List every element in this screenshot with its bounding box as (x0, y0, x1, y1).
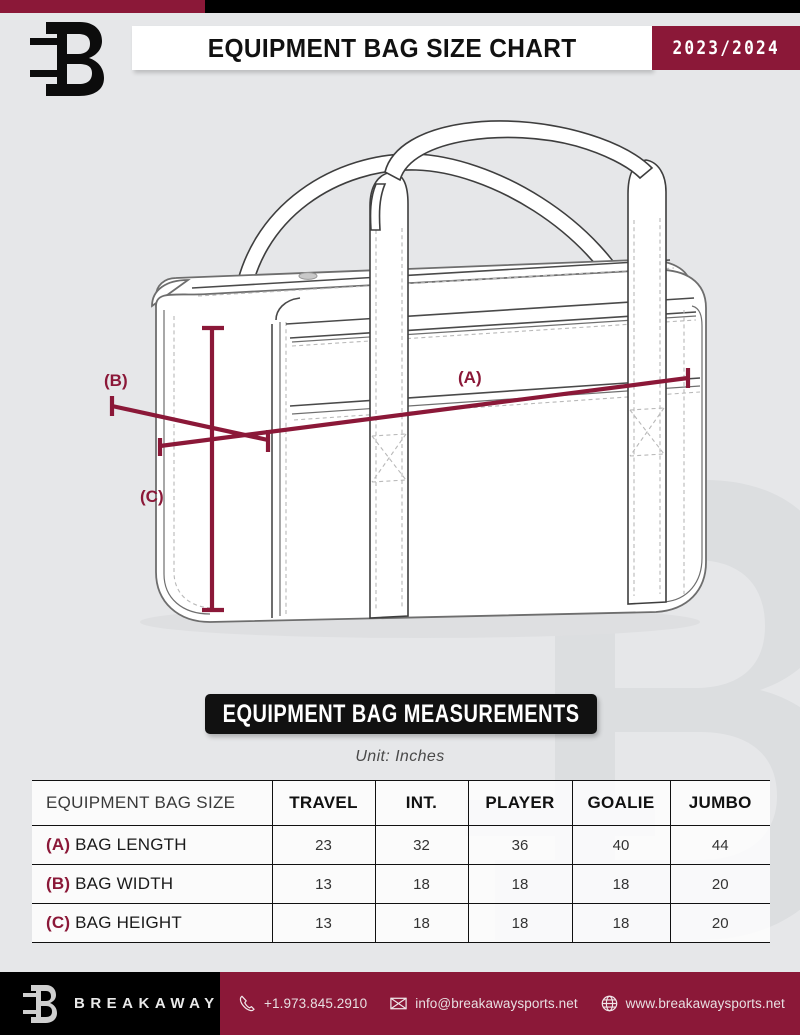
phone-icon (238, 994, 257, 1013)
row-text-c: BAG HEIGHT (75, 913, 182, 932)
unit-note: Unit: Inches (355, 748, 445, 765)
page-header: EQUIPMENT BAG SIZE CHART 2023/2024 (0, 13, 800, 75)
page-title: EQUIPMENT BAG SIZE CHART (207, 32, 577, 63)
row-key-b: (B) (46, 874, 71, 893)
table-header-row: EQUIPMENT BAG SIZE TRAVEL INT. PLAYER GO… (32, 780, 770, 826)
top-bar-crimson (0, 0, 205, 13)
cell-a-int: 32 (374, 825, 469, 865)
season-year-plate: 2023/2024 (652, 26, 800, 70)
dim-label-c: (C) (140, 487, 164, 506)
equipment-bag-illustration: .ln { fill:none; stroke:#4a4a4a; stroke-… (40, 110, 760, 670)
cell-a-player: 36 (467, 825, 573, 865)
footer-website-text: www.breakawaysports.net (625, 996, 785, 1011)
row-label-bag-length: (A) BAG LENGTH (32, 825, 273, 865)
row-label-bag-height: (C) BAG HEIGHT (32, 903, 273, 943)
footer-contact-email[interactable]: info@breakawaysports.net (389, 994, 578, 1013)
cell-c-player: 18 (467, 903, 573, 943)
season-year: 2023/2024 (672, 37, 780, 59)
table-row: (B) BAG WIDTH 13 18 18 18 20 (32, 864, 770, 904)
page-title-plate: EQUIPMENT BAG SIZE CHART (132, 26, 652, 70)
footer-contact-bar: +1.973.845.2910 info@breakawaysports.net (220, 972, 800, 1035)
table-row: (A) BAG LENGTH 23 32 36 40 44 (32, 825, 770, 865)
col-header-jumbo: JUMBO (669, 780, 770, 826)
cell-c-jumbo: 20 (669, 903, 770, 943)
cell-c-travel: 13 (271, 903, 376, 943)
footer-contact-phone[interactable]: +1.973.845.2910 (238, 994, 367, 1013)
cell-c-int: 18 (374, 903, 469, 943)
footer-phone-text: +1.973.845.2910 (264, 996, 368, 1011)
cell-b-travel: 13 (271, 864, 376, 904)
footer-contact-website[interactable]: www.breakawaysports.net (600, 994, 785, 1013)
footer-email-text: info@breakawaysports.net (415, 996, 578, 1011)
envelope-icon (389, 994, 408, 1013)
cell-b-player: 18 (467, 864, 573, 904)
top-accent-bar (0, 0, 800, 13)
col-header-player: PLAYER (467, 780, 573, 826)
col-header-int: INT. (374, 780, 469, 826)
footer-logo-icon (20, 983, 60, 1025)
dim-label-a: (A) (458, 368, 482, 387)
page-footer: BREAKAWAY +1.973.845.2910 info@b (0, 972, 800, 1035)
measurements-title: EQUIPMENT BAG MEASUREMENTS (222, 699, 580, 728)
size-table: EQUIPMENT BAG SIZE TRAVEL INT. PLAYER GO… (32, 780, 770, 943)
measurements-title-band: EQUIPMENT BAG MEASUREMENTS (205, 694, 597, 734)
row-key-a: (A) (46, 835, 71, 854)
row-label-bag-width: (B) BAG WIDTH (32, 864, 273, 904)
header-logo-icon (22, 18, 114, 98)
row-text-a: BAG LENGTH (75, 835, 187, 854)
cell-b-jumbo: 20 (669, 864, 770, 904)
col-header-travel: TRAVEL (271, 780, 376, 826)
col-header-size: EQUIPMENT BAG SIZE (32, 780, 273, 826)
top-bar-black (205, 0, 800, 13)
size-table-wrap: EQUIPMENT BAG SIZE TRAVEL INT. PLAYER GO… (32, 780, 770, 943)
cell-a-jumbo: 44 (669, 825, 770, 865)
cell-a-goalie: 40 (571, 825, 671, 865)
table-row: (C) BAG HEIGHT 13 18 18 18 20 (32, 903, 770, 943)
cell-b-goalie: 18 (571, 864, 671, 904)
row-key-c: (C) (46, 913, 71, 932)
dim-label-b: (B) (104, 371, 128, 390)
cell-b-int: 18 (374, 864, 469, 904)
col-header-goalie: GOALIE (571, 780, 671, 826)
footer-brand-block: BREAKAWAY (0, 972, 220, 1035)
cell-c-goalie: 18 (571, 903, 671, 943)
footer-brand-name: BREAKAWAY (74, 995, 220, 1012)
row-text-b: BAG WIDTH (75, 874, 174, 893)
globe-icon (600, 994, 619, 1013)
cell-a-travel: 23 (271, 825, 376, 865)
